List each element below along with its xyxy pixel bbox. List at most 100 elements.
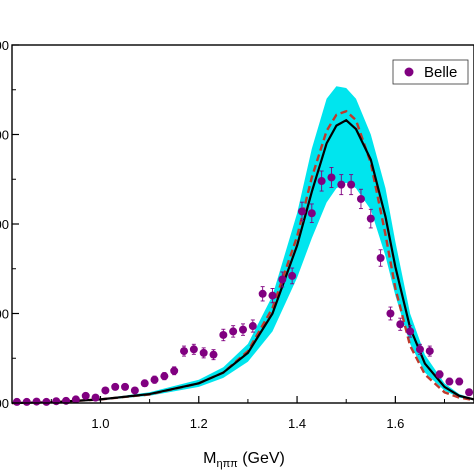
belle-point-marker bbox=[396, 320, 405, 329]
x-tick-label: 1.0 bbox=[91, 416, 109, 431]
belle-point-marker bbox=[317, 177, 326, 186]
belle-point-marker bbox=[455, 377, 464, 386]
belle-point-marker bbox=[307, 209, 316, 218]
belle-point bbox=[415, 343, 424, 355]
belle-point-marker bbox=[297, 207, 306, 216]
belle-point bbox=[327, 166, 336, 188]
legend: Belle bbox=[392, 59, 469, 85]
x-axis-label: Mηππ (GeV) bbox=[203, 450, 285, 470]
belle-point-marker bbox=[435, 370, 444, 379]
belle-point-marker bbox=[239, 325, 247, 334]
x-tick-label: 1.6 bbox=[386, 416, 404, 431]
belle-point-marker bbox=[199, 348, 208, 357]
belle-point bbox=[71, 395, 80, 404]
uncertainty-band bbox=[12, 86, 474, 403]
belle-point-marker bbox=[229, 327, 238, 336]
belle-point bbox=[288, 267, 297, 285]
belle-point bbox=[307, 203, 316, 224]
belle-point bbox=[121, 382, 130, 391]
belle-point bbox=[347, 174, 356, 196]
belle-point bbox=[248, 319, 257, 333]
belle-point bbox=[150, 375, 159, 384]
belle-point bbox=[170, 366, 179, 376]
belle-point bbox=[189, 343, 198, 355]
belle-point bbox=[91, 393, 100, 402]
belle-point-marker bbox=[347, 180, 356, 189]
belle-point bbox=[297, 201, 306, 222]
belle-point bbox=[52, 397, 61, 406]
belle-point-marker bbox=[101, 386, 110, 395]
belle-point-marker bbox=[337, 180, 346, 189]
belle-point-marker bbox=[150, 375, 159, 384]
belle-point bbox=[258, 286, 267, 302]
belle-point-marker bbox=[209, 350, 218, 359]
belle-point-marker bbox=[465, 388, 474, 397]
belle-point-marker bbox=[52, 397, 61, 406]
belle-point bbox=[386, 306, 395, 321]
dashed-curve-layer bbox=[11, 109, 474, 405]
belle-point-marker bbox=[42, 397, 51, 406]
legend-marker-belle bbox=[404, 67, 414, 77]
solid-curve-layer bbox=[11, 118, 474, 405]
y-axis-ticks: 00 00 00 00 00 bbox=[0, 38, 19, 411]
belle-point-marker bbox=[111, 382, 120, 391]
belle-point bbox=[465, 388, 474, 397]
belle-point bbox=[81, 391, 90, 400]
x-axis-label-main: M bbox=[203, 450, 216, 467]
belle-point-marker bbox=[140, 379, 149, 388]
y-tick-label: 00 bbox=[0, 307, 9, 322]
belle-point-marker bbox=[130, 386, 139, 395]
belle-point bbox=[356, 188, 365, 210]
belle-point bbox=[180, 345, 189, 357]
belle-point bbox=[425, 345, 434, 357]
belle-point bbox=[12, 397, 21, 406]
belle-point-marker bbox=[189, 345, 198, 354]
belle-point bbox=[42, 397, 51, 406]
belle-point-marker bbox=[32, 397, 41, 406]
belle-point bbox=[445, 377, 454, 386]
belle-point-marker bbox=[248, 322, 257, 331]
belle-point bbox=[435, 370, 444, 379]
x-axis-label-unit: (GeV) bbox=[238, 450, 285, 467]
belle-point bbox=[111, 382, 120, 391]
belle-point-marker bbox=[121, 382, 130, 391]
belle-point-marker bbox=[415, 345, 424, 354]
belle-point bbox=[406, 325, 415, 338]
belle-point bbox=[229, 325, 238, 338]
belle-point bbox=[376, 249, 385, 267]
x-axis-label-subscript: ηππ bbox=[216, 458, 238, 470]
belle-point-marker bbox=[180, 347, 189, 356]
belle-point-marker bbox=[376, 254, 385, 263]
belle-point bbox=[455, 377, 464, 386]
y-tick-label: 00 bbox=[0, 38, 9, 53]
y-tick-label: 00 bbox=[0, 128, 9, 143]
belle-point bbox=[396, 317, 405, 331]
belle-point-marker bbox=[170, 366, 179, 375]
belle-point bbox=[130, 386, 139, 395]
x-axis-ticks: 1.0 1.2 1.4 1.6 bbox=[50, 396, 446, 431]
belle-point-marker bbox=[12, 397, 21, 406]
belle-point bbox=[317, 170, 326, 192]
belle-point-marker bbox=[425, 347, 434, 356]
belle-point-marker bbox=[81, 391, 90, 400]
y-tick-label: 00 bbox=[0, 396, 9, 411]
belle-point-marker bbox=[445, 377, 454, 386]
belle-point-marker bbox=[366, 214, 375, 223]
y-tick-label: 00 bbox=[0, 217, 9, 232]
legend-label-belle: Belle bbox=[424, 64, 457, 81]
belle-point bbox=[101, 386, 110, 395]
solid-curve bbox=[11, 118, 474, 405]
belle-point-marker bbox=[406, 327, 415, 336]
belle-point bbox=[140, 379, 149, 388]
belle-point-marker bbox=[268, 291, 277, 300]
belle-point-marker bbox=[258, 289, 267, 298]
belle-point-marker bbox=[288, 271, 297, 280]
belle-point-marker bbox=[71, 395, 80, 404]
belle-point-marker bbox=[22, 397, 31, 406]
belle-point-marker bbox=[91, 393, 100, 402]
belle-point-marker bbox=[327, 173, 336, 182]
belle-point bbox=[268, 287, 277, 304]
belle-point-marker bbox=[219, 330, 228, 339]
belle-point-marker bbox=[356, 194, 365, 203]
